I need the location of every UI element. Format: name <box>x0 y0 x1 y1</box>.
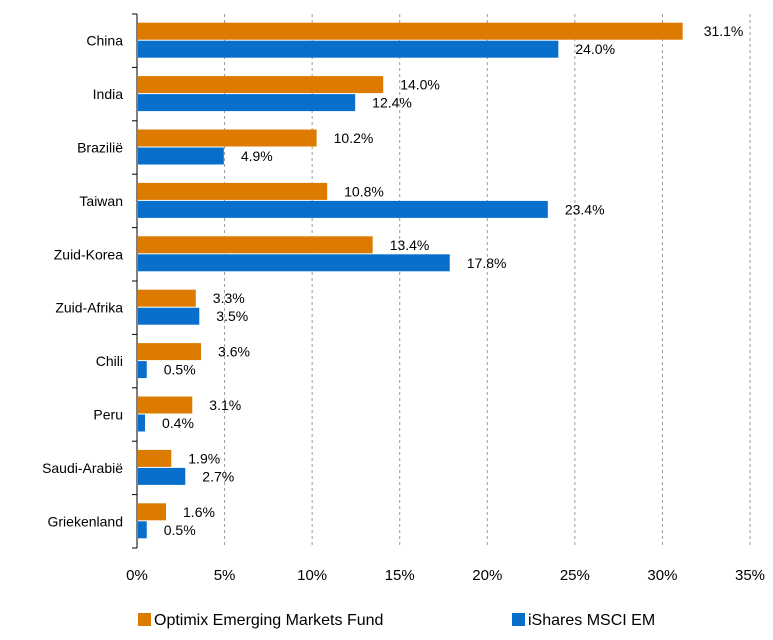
data-label: 3.1% <box>209 397 241 413</box>
bar-ishares <box>138 414 146 432</box>
data-label: 2.7% <box>202 468 234 484</box>
category-label: Zuid-Afrika <box>55 300 123 316</box>
data-label: 0.4% <box>162 415 194 431</box>
data-label: 3.5% <box>216 308 248 324</box>
category-label: China <box>86 33 123 49</box>
category-label: Zuid-Korea <box>54 246 123 262</box>
data-label: 13.4% <box>390 237 430 253</box>
category-labels: China India Braziliё Taiwan Zuid-Korea Zuid-A… <box>42 33 123 530</box>
bar-ishares <box>138 361 147 379</box>
data-label: 0.5% <box>164 522 196 538</box>
category-label: Peru <box>93 407 123 423</box>
bar-optimix <box>138 289 196 307</box>
data-label: 23.4% <box>565 201 605 217</box>
data-label: 14.0% <box>400 77 440 93</box>
bar-optimix <box>138 182 328 200</box>
legend-swatch <box>512 613 525 626</box>
data-labels: 31.1% 24.0% 14.0% 12.4% 10.2% 4.9% 10.8% 23.4% 1… <box>162 23 743 538</box>
x-tick-labels: 0% 5% 10% 15% 20% 25% 30% 35% <box>126 567 765 584</box>
x-tick-label: 10% <box>297 567 327 584</box>
axes <box>132 13 138 549</box>
bar-ishares <box>138 200 548 218</box>
bar-ishares <box>138 40 559 58</box>
x-tick-label: 20% <box>472 567 502 584</box>
bar-ishares <box>138 307 200 325</box>
bar-ishares <box>138 147 224 165</box>
x-tick-label: 0% <box>126 567 148 584</box>
category-label: India <box>93 86 124 102</box>
category-label: Griekenland <box>48 513 124 529</box>
x-tick-label: 15% <box>385 567 415 584</box>
data-label: 24.0% <box>575 41 615 57</box>
legend-label: Optimix Emerging Markets Fund <box>154 612 383 629</box>
category-label: Saudi-Arabiё <box>42 460 123 476</box>
data-label: 17.8% <box>467 255 507 271</box>
data-label: 1.9% <box>188 450 220 466</box>
data-label: 12.4% <box>372 95 412 111</box>
bar-optimix <box>138 396 193 414</box>
bar-ishares <box>138 254 450 272</box>
bar-optimix <box>138 22 683 40</box>
data-label: 1.6% <box>183 504 215 520</box>
category-label: Chili <box>96 353 123 369</box>
data-label: 31.1% <box>704 23 744 39</box>
category-label: Taiwan <box>79 193 123 209</box>
data-label: 3.3% <box>213 290 245 306</box>
data-label: 10.8% <box>344 183 384 199</box>
data-label: 0.5% <box>164 362 196 378</box>
legend-swatch <box>138 613 151 626</box>
grid-lines <box>224 14 751 548</box>
data-label: 10.2% <box>334 130 374 146</box>
bar-ishares <box>138 94 356 112</box>
category-label: Braziliё <box>77 140 123 156</box>
bar-optimix <box>138 449 172 467</box>
bar-optimix <box>138 236 373 254</box>
data-label: 3.6% <box>218 344 250 360</box>
bar-optimix <box>138 76 384 94</box>
bar-optimix <box>138 129 317 147</box>
bar-optimix <box>138 343 202 361</box>
bars <box>138 22 683 539</box>
data-label: 4.9% <box>241 148 273 164</box>
legend: Optimix Emerging Markets Fund iShares MSC… <box>138 612 655 629</box>
bar-optimix <box>138 503 167 521</box>
legend-label: iShares MSCI EM <box>528 612 655 629</box>
bar-ishares <box>138 521 147 539</box>
bar-ishares <box>138 467 186 485</box>
x-tick-label: 5% <box>214 567 236 584</box>
x-tick-label: 25% <box>560 567 590 584</box>
x-tick-label: 30% <box>647 567 677 584</box>
x-tick-label: 35% <box>735 567 765 584</box>
